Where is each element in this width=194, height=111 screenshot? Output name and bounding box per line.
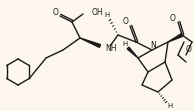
Text: NH: NH [105,44,117,53]
Text: OH: OH [92,8,104,17]
Text: H: H [104,12,110,18]
Text: O: O [53,8,59,17]
Text: H: H [167,103,173,109]
Text: O: O [186,45,192,54]
Text: H: H [122,41,128,47]
Text: O: O [123,17,129,26]
Polygon shape [127,47,138,58]
Text: N: N [150,41,156,50]
Polygon shape [80,38,100,47]
Polygon shape [168,34,183,42]
Text: O: O [170,14,176,23]
